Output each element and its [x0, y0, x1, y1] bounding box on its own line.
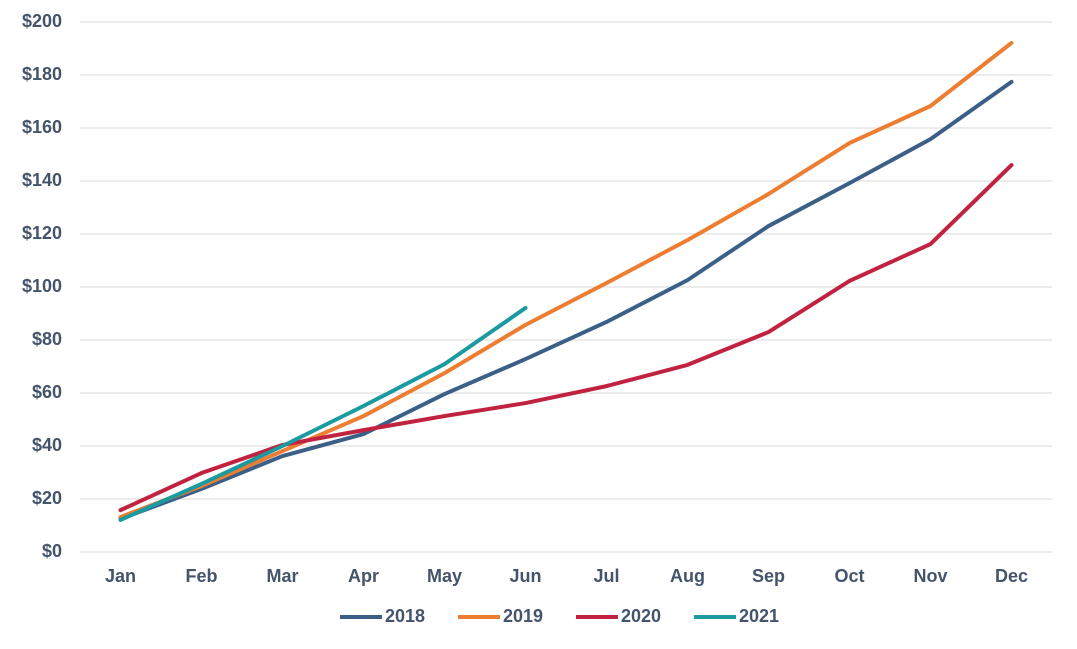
legend-label: 2019	[503, 606, 543, 626]
x-tick-label: Apr	[348, 566, 379, 586]
legend-label: 2018	[385, 606, 425, 626]
legend-label: 2021	[739, 606, 779, 626]
y-tick-label: $100	[22, 276, 62, 296]
y-tick-label: $140	[22, 170, 62, 190]
y-tick-label: $120	[22, 223, 62, 243]
y-tick-label: $80	[32, 329, 62, 349]
x-tick-label: Aug	[670, 566, 705, 586]
y-tick-label: $0	[42, 541, 62, 561]
y-tick-label: $160	[22, 117, 62, 137]
y-tick-label: $180	[22, 64, 62, 84]
y-tick-label: $40	[32, 435, 62, 455]
x-tick-label: Dec	[995, 566, 1028, 586]
y-tick-label: $20	[32, 488, 62, 508]
x-tick-label: Oct	[834, 566, 864, 586]
series-line	[118, 79, 1014, 521]
x-tick-label: Nov	[913, 566, 947, 586]
x-tick-label: Sep	[752, 566, 785, 586]
x-tick-label: Feb	[185, 566, 217, 586]
series-line	[118, 40, 1014, 520]
series-line	[118, 305, 528, 522]
series-line	[118, 163, 1014, 513]
x-tick-label: Jun	[509, 566, 541, 586]
legend-label: 2020	[621, 606, 661, 626]
y-tick-label: $60	[32, 382, 62, 402]
x-tick-label: Mar	[266, 566, 298, 586]
y-tick-label: $200	[22, 11, 62, 31]
x-tick-label: May	[427, 566, 462, 586]
x-tick-label: Jul	[593, 566, 619, 586]
x-tick-label: Jan	[105, 566, 136, 586]
